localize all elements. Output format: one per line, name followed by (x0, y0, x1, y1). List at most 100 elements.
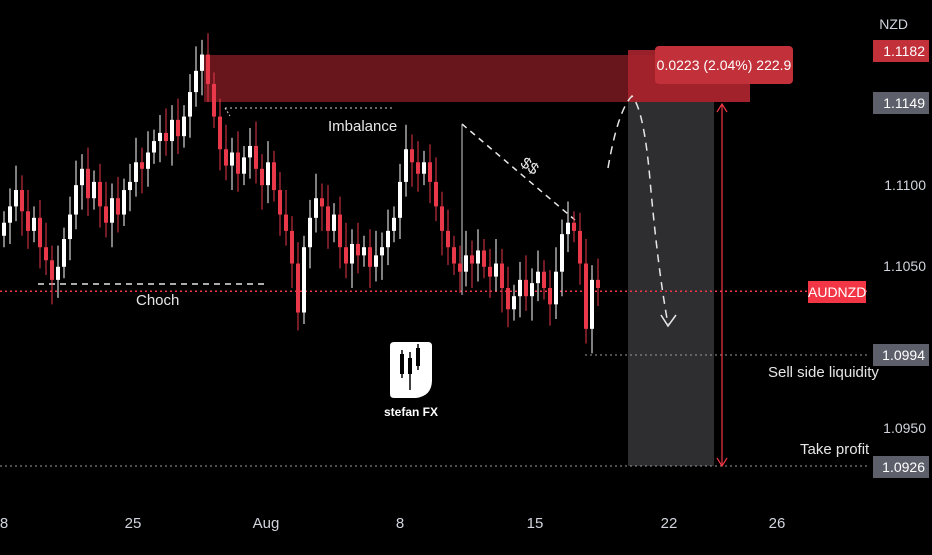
candles-logo-icon (390, 342, 432, 398)
candle-body (464, 255, 468, 272)
candle-body (530, 283, 534, 297)
candle-body (50, 260, 54, 280)
candle-body (314, 198, 318, 218)
candle-body (590, 279, 594, 329)
x-tick: 25 (124, 515, 142, 532)
candle-body (62, 239, 66, 267)
candle-body (224, 149, 228, 166)
measure-arrow-down (716, 457, 728, 468)
candle-body (566, 222, 570, 235)
x-tick: 8 (0, 515, 9, 532)
candle-body (260, 168, 264, 186)
candle-body (284, 214, 288, 231)
candle-body (392, 217, 396, 231)
candle-body (128, 181, 132, 191)
candle-body (164, 132, 168, 142)
candle-body (596, 279, 600, 289)
candle-body (188, 92, 192, 117)
candle-body (368, 247, 372, 267)
candle-body (206, 54, 210, 84)
candle-body (116, 198, 120, 215)
candle-body (542, 271, 546, 289)
candle-body (578, 230, 582, 264)
candle-body (248, 145, 252, 158)
measure-label: 0.0223 (2.04%) 222.9 (655, 46, 793, 84)
projection-arrow (660, 314, 677, 328)
candle-body (362, 247, 366, 256)
candle-body (434, 181, 438, 207)
candle-body (512, 296, 516, 310)
watermark-text: stefan FX (384, 405, 439, 419)
candle-body (110, 198, 114, 223)
y-tick-1100: 1.1100 (884, 177, 926, 193)
candle-body (470, 255, 474, 264)
watermark-logo: stefan FX (384, 340, 439, 420)
candle-body (572, 222, 576, 231)
choch-label: Choch (136, 292, 180, 309)
candle-body (422, 162, 426, 174)
candle-body (218, 116, 222, 150)
candle-body (458, 263, 462, 272)
candle-body (302, 247, 306, 313)
candle-body (308, 217, 312, 248)
candle-body (80, 168, 84, 186)
candle-body (350, 243, 354, 264)
candle-body (404, 149, 408, 182)
candle-body (440, 206, 444, 231)
price-level-1149: 1.1149 (873, 92, 929, 114)
candle-body (242, 157, 246, 174)
candle-body (536, 271, 540, 284)
y-tick-0950: 1.0950 (883, 420, 926, 436)
candle-body (32, 217, 36, 231)
candle-body (44, 247, 48, 261)
candle-body (14, 190, 18, 207)
candle-body (140, 162, 144, 169)
candle-body (122, 190, 126, 215)
x-tick: 8 (395, 515, 405, 532)
candle-body (338, 214, 342, 248)
imbalance-hook (224, 107, 231, 117)
candle-body (500, 263, 504, 289)
target-box (628, 102, 714, 466)
currency-label: NZD (879, 16, 908, 32)
candle-body (20, 190, 24, 212)
symbol-price-tag: AUDNZD (808, 281, 866, 303)
candle-body (476, 250, 480, 264)
candle-body (332, 214, 336, 231)
candle-body (236, 152, 240, 174)
candle-body (518, 279, 522, 297)
candle-body (194, 70, 198, 93)
candle-body (176, 119, 180, 137)
candle-body (200, 54, 204, 71)
candle-body (506, 288, 510, 310)
candle-body (344, 247, 348, 264)
candle-body (398, 181, 402, 218)
candle-body (170, 119, 174, 142)
candle-body (416, 162, 420, 174)
candle-body (56, 266, 60, 280)
projection-path (607, 94, 669, 325)
candle-body (152, 141, 156, 153)
candle-body (212, 83, 216, 117)
candle-body (38, 217, 42, 248)
candle-body (272, 162, 276, 191)
candle-body (86, 168, 90, 199)
candle-body (182, 116, 186, 137)
candle-body (146, 152, 150, 169)
candle-body (8, 206, 12, 223)
candle-body (482, 250, 486, 267)
candle-body (254, 145, 258, 169)
candle-body (386, 230, 390, 248)
candle-body (26, 211, 30, 231)
x-tick: 26 (768, 515, 786, 532)
candle-body (320, 198, 324, 207)
x-tick: 15 (526, 515, 544, 532)
candle-body (446, 230, 450, 248)
sell-side-liquidity-label: Sell side liquidity (768, 364, 879, 381)
price-level-0994: 1.0994 (873, 344, 929, 366)
candle-body (584, 263, 588, 329)
candle-body (494, 263, 498, 277)
candle-body (278, 190, 282, 215)
